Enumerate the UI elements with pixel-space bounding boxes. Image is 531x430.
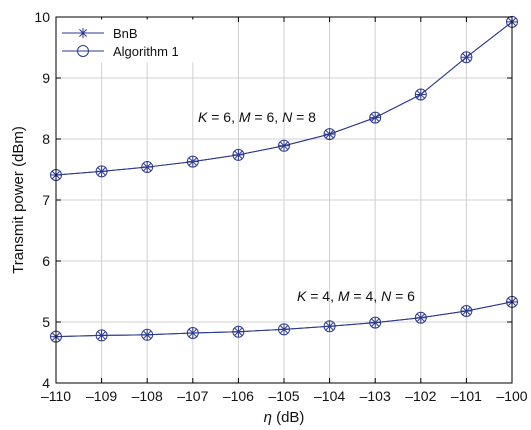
x-tick-label: –107 bbox=[177, 388, 208, 404]
data-point-algorithm-1 bbox=[95, 165, 108, 178]
series-line-algorithm-1-1 bbox=[55, 301, 513, 338]
data-point-algorithm-1 bbox=[278, 323, 290, 336]
x-tick-label: –110 bbox=[41, 388, 71, 404]
y-tick-label: 10 bbox=[34, 9, 50, 25]
x-tick-label: –103 bbox=[360, 388, 391, 404]
annotation-var: M bbox=[239, 109, 251, 125]
y-tick-label: 5 bbox=[42, 314, 50, 330]
annotation-value: = 4, bbox=[350, 288, 382, 304]
data-point-algorithm-1 bbox=[414, 88, 427, 101]
x-tick-label: –109 bbox=[86, 388, 117, 404]
annotation-value: = 8 bbox=[292, 109, 316, 125]
legend-label-algorithm-1: Algorithm 1 bbox=[113, 44, 179, 59]
ticks: –110 –109 –108 –107 –106 –105 –104 –103 –102 –101… bbox=[34, 9, 527, 404]
data-point-algorithm-1 bbox=[186, 155, 199, 168]
x-tick-label: –105 bbox=[268, 388, 299, 404]
legend-circle bbox=[77, 45, 89, 57]
y-tick-label: 8 bbox=[42, 131, 50, 147]
series-line-algorithm-1-0 bbox=[55, 21, 513, 176]
x-axis-symbol: η bbox=[264, 409, 272, 426]
annotation-top-curve: K = 6, M = 6, N = 8 bbox=[198, 109, 316, 125]
legend-label-bnb: BnB bbox=[113, 26, 138, 41]
y-tick-label: 6 bbox=[42, 253, 50, 269]
annotation-value: = 4, bbox=[306, 288, 338, 304]
y-tick-label: 9 bbox=[42, 70, 50, 86]
x-tick-label: –100 bbox=[496, 388, 527, 404]
data-point-algorithm-1 bbox=[323, 320, 336, 333]
legend-box bbox=[58, 19, 210, 63]
annotation-var: N bbox=[282, 109, 293, 125]
annotation-var: N bbox=[381, 288, 392, 304]
x-tick-label: –101 bbox=[451, 388, 482, 404]
data-point-algorithm-1 bbox=[141, 328, 154, 341]
annotation-value: = 6, bbox=[251, 109, 283, 125]
x-tick-label: –104 bbox=[314, 388, 345, 404]
data-point-algorithm-1 bbox=[369, 111, 382, 124]
x-axis-label: η (dB) bbox=[264, 409, 305, 426]
data-point-algorithm-1 bbox=[278, 139, 290, 152]
data-point-algorithm-1 bbox=[460, 51, 473, 64]
data-point-algorithm-1 bbox=[460, 305, 473, 318]
annotation-var: M bbox=[338, 288, 350, 304]
data-point-algorithm-1 bbox=[414, 311, 427, 324]
y-tick-label: 4 bbox=[42, 375, 50, 391]
grid bbox=[56, 17, 512, 383]
annotation-value: = 6 bbox=[391, 288, 415, 304]
legend: BnB Algorithm 1 bbox=[58, 19, 210, 63]
data-point-algorithm-1 bbox=[95, 329, 108, 342]
x-tick-label: –102 bbox=[405, 388, 436, 404]
x-tick-label: –106 bbox=[223, 388, 254, 404]
x-tick-label: –108 bbox=[132, 388, 163, 404]
data-point-algorithm-1 bbox=[232, 148, 245, 161]
data-point-algorithm-1 bbox=[186, 326, 199, 339]
annotation-var: K bbox=[198, 109, 208, 125]
x-axis-unit: (dB) bbox=[272, 409, 305, 426]
legend-asterisk bbox=[78, 28, 88, 38]
data-point-algorithm-1 bbox=[232, 325, 245, 338]
data-point-algorithm-1 bbox=[141, 161, 154, 174]
y-axis-label: Transmit power (dBm) bbox=[10, 126, 27, 274]
data-point-algorithm-1 bbox=[369, 316, 382, 329]
annotation-var: K bbox=[297, 288, 307, 304]
y-tick-label: 7 bbox=[42, 192, 50, 208]
circle-marker-icon bbox=[77, 45, 89, 57]
asterisk-icon bbox=[78, 28, 88, 38]
data-point-algorithm-1 bbox=[323, 128, 336, 141]
annotation-value: = 6, bbox=[207, 109, 239, 125]
annotation-bottom-curve: K = 4, M = 4, N = 6 bbox=[297, 288, 415, 304]
